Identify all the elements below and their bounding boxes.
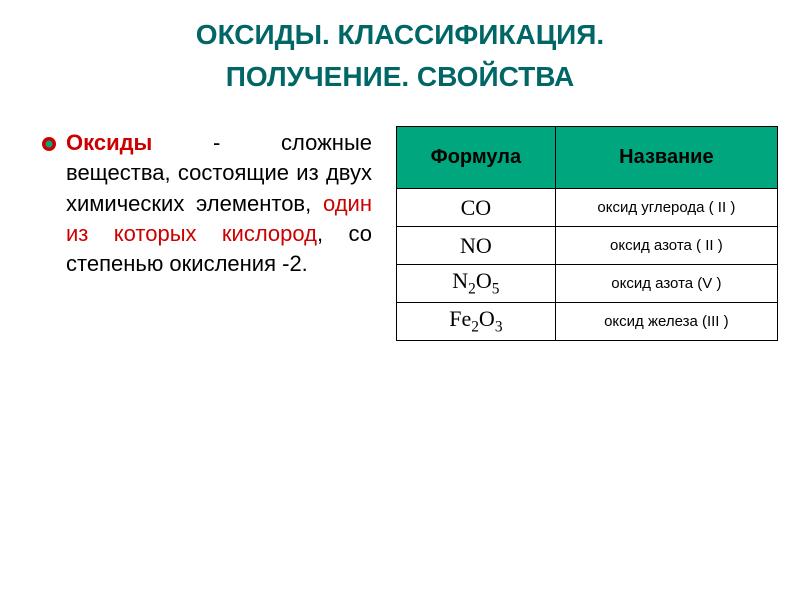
cell-formula: N2O5	[397, 265, 556, 303]
definition-text: Оксиды - сложные вещества, состоящие из …	[66, 128, 372, 280]
cell-name: оксид железа (III )	[555, 303, 777, 341]
definition-block: Оксиды - сложные вещества, состоящие из …	[42, 126, 372, 341]
table-row: N2O5оксид азота (V )	[397, 265, 778, 303]
cell-formula: Fe2O3	[397, 303, 556, 341]
col-name-header: Название	[555, 127, 777, 189]
bullet-icon	[42, 137, 56, 151]
oxides-table: Формула Название COоксид углерода ( II )…	[396, 126, 778, 341]
table-block: Формула Название COоксид углерода ( II )…	[396, 126, 778, 341]
table-row: NOоксид азота ( II )	[397, 227, 778, 265]
title-line-1: ОКСИДЫ. КЛАССИФИКАЦИЯ.	[0, 14, 800, 56]
content-area: Оксиды - сложные вещества, состоящие из …	[0, 126, 800, 341]
cell-formula: NO	[397, 227, 556, 265]
table-row: Fe2O3оксид железа (III )	[397, 303, 778, 341]
title-line-2: ПОЛУЧЕНИЕ. СВОЙСТВА	[0, 56, 800, 98]
cell-formula: CO	[397, 189, 556, 227]
slide-title: ОКСИДЫ. КЛАССИФИКАЦИЯ. ПОЛУЧЕНИЕ. СВОЙСТ…	[0, 0, 800, 98]
table-header-row: Формула Название	[397, 127, 778, 189]
cell-name: оксид углерода ( II )	[555, 189, 777, 227]
definition-term: Оксиды	[66, 130, 152, 155]
cell-name: оксид азота (V )	[555, 265, 777, 303]
cell-name: оксид азота ( II )	[555, 227, 777, 265]
col-formula-header: Формула	[397, 127, 556, 189]
table-row: COоксид углерода ( II )	[397, 189, 778, 227]
